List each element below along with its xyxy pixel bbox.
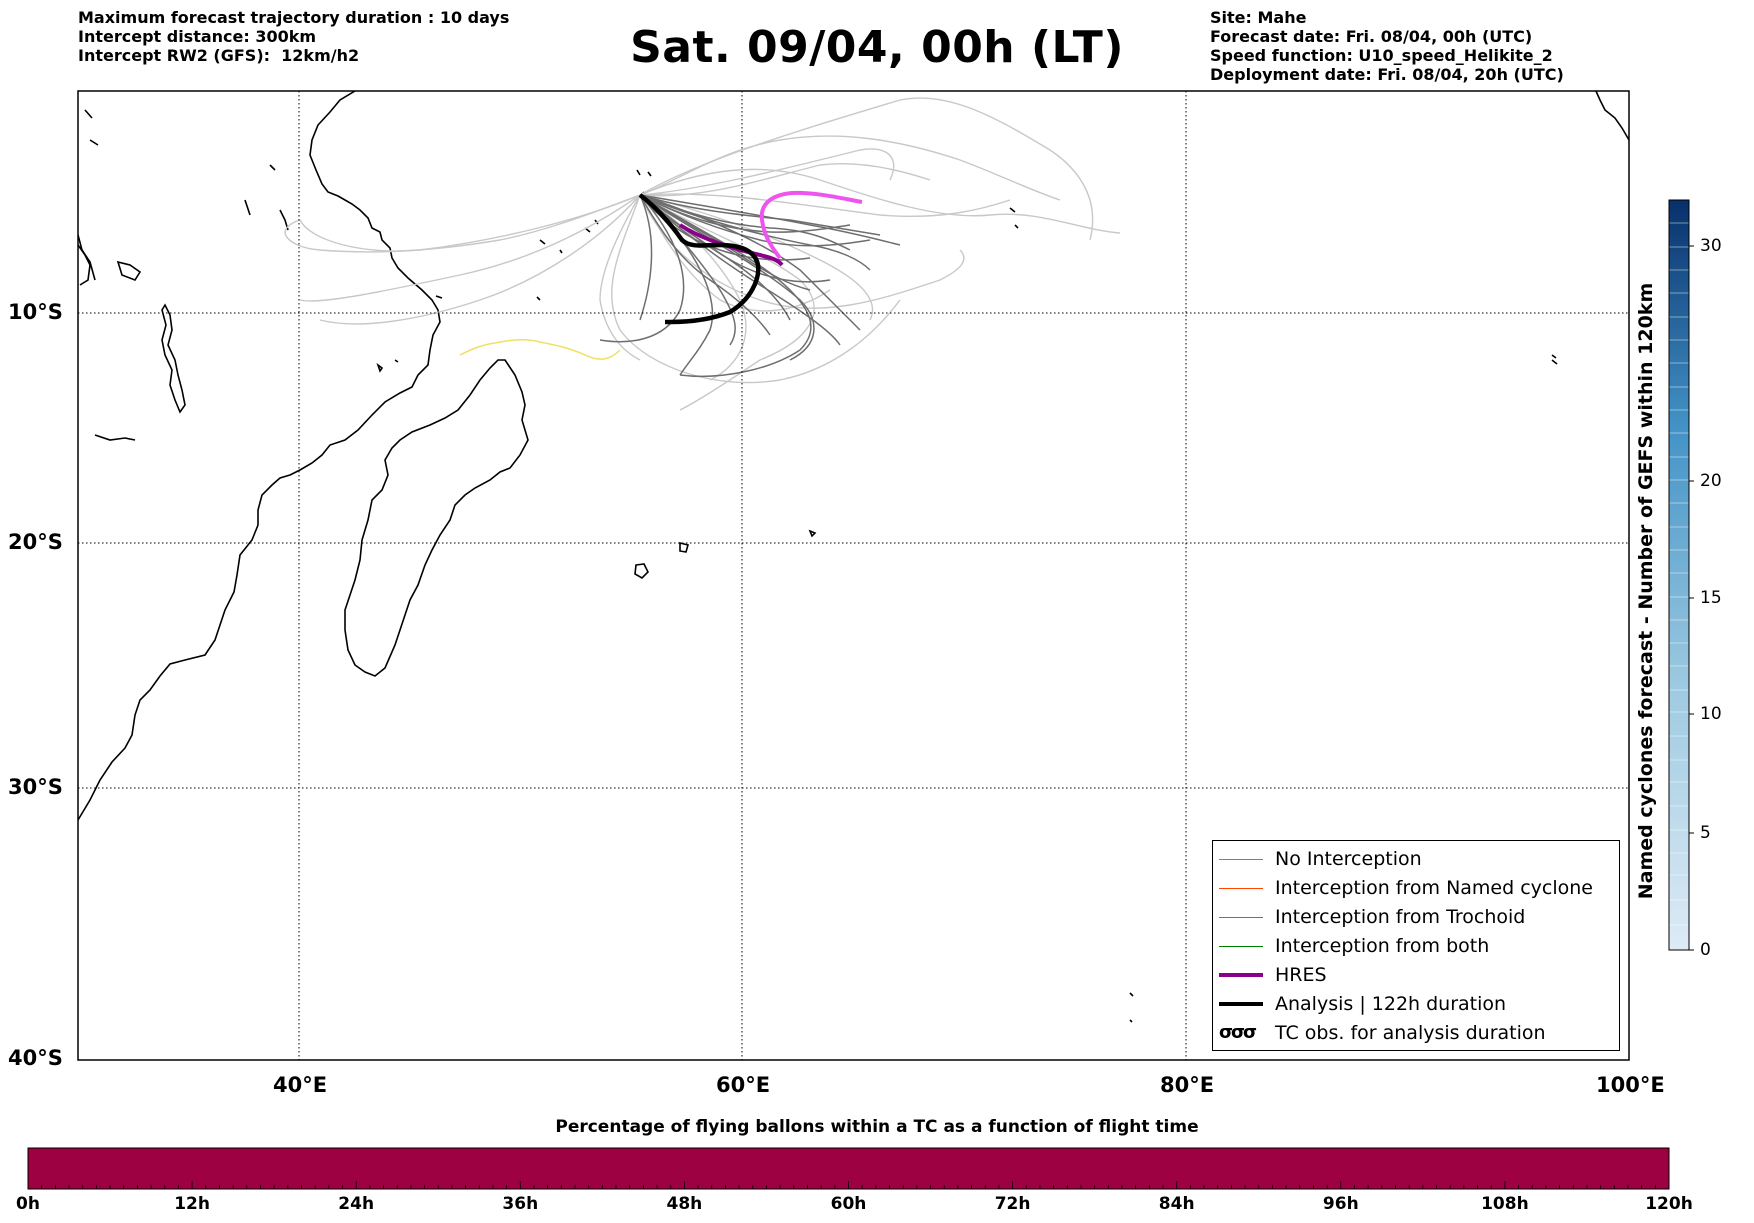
- legend-item-analysis: Analysis | 122h duration: [1213, 991, 1619, 1017]
- colorbar-tick-30: 30: [1700, 236, 1722, 256]
- colorbar-right-label: Named cyclones forecast - Number of GEFS…: [1635, 282, 1657, 900]
- lon-label-40e: 40°E: [273, 1073, 328, 1097]
- hres-track: [759, 190, 863, 260]
- reunion: [634, 563, 649, 579]
- header-deployment-date: Deployment date: Fri. 08/04, 20h (UTC): [1210, 65, 1564, 84]
- time-tick-label: 120h: [1645, 1194, 1693, 1214]
- time-tick-label: 36h: [502, 1194, 539, 1214]
- header-forecast-date: Forecast date: Fri. 08/04, 00h (UTC): [1210, 27, 1533, 46]
- time-tick-label: 72h: [994, 1194, 1031, 1214]
- ensemble-light-trajectories: [284, 97, 1121, 411]
- time-tick-label: 48h: [666, 1194, 703, 1214]
- time-tick-label: 108h: [1481, 1194, 1529, 1214]
- time-tick-label: 0h: [16, 1194, 40, 1214]
- header-site: Site: Mahe: [1210, 8, 1307, 27]
- colorbar-tick-0: 0: [1700, 940, 1711, 960]
- bottom-colorbar-title: Percentage of flying ballons within a TC…: [555, 1117, 1199, 1137]
- legend-item-no-interception: No Interception: [1213, 846, 1619, 872]
- header-intercept-distance: Intercept distance: 300km: [78, 27, 317, 46]
- grid-lines: [78, 91, 1629, 1060]
- main-title: Sat. 09/04, 00h (LT): [630, 22, 1124, 73]
- tc-symbol-icon: σσσ: [1219, 1022, 1257, 1043]
- legend-item-tc-obs: σσσ TC obs. for analysis duration: [1219, 1022, 1546, 1044]
- time-tick-label: 60h: [830, 1194, 867, 1214]
- cocos-islands: [1551, 354, 1558, 365]
- header-speed-function: Speed function: U10_speed_Helikite_2: [1210, 46, 1553, 65]
- africa-coast: [78, 91, 441, 821]
- analysis-track: [638, 193, 761, 325]
- legend-item-trochoid: Interception from Trochoid: [1213, 904, 1619, 930]
- madagascar: [344, 359, 529, 677]
- colorbar-tick-10: 10: [1700, 704, 1722, 724]
- lat-label-10s: 10°S: [8, 300, 63, 324]
- legend: No Interception Interception from Named …: [1212, 840, 1620, 1051]
- hres-track-dark-segment: [678, 223, 784, 267]
- header-right: Site: Mahe Forecast date: Fri. 08/04, 00…: [1210, 8, 1564, 84]
- header-intercept-rw2: Intercept RW2 (GFS): 12km/h2: [78, 46, 360, 65]
- lake-victoria: [116, 260, 142, 281]
- tc-obs-track: [459, 339, 621, 360]
- lat-label-30s: 30°S: [8, 775, 63, 799]
- legend-item-named-cyclone: Interception from Named cyclone: [1213, 875, 1619, 901]
- colorbar-tick-20: 20: [1700, 471, 1722, 491]
- mozambique-islands: [84, 109, 136, 441]
- colorbar-tick-5: 5: [1700, 823, 1711, 843]
- legend-item-both: Interception from both: [1213, 933, 1619, 959]
- mascarene-shoal: [808, 529, 817, 538]
- lon-label-60e: 60°E: [716, 1073, 771, 1097]
- chagos: [1129, 992, 1134, 1023]
- time-tick-label: 12h: [174, 1194, 210, 1214]
- lake-malawi: [161, 303, 186, 414]
- lake-tanganyika: [78, 244, 91, 286]
- sumatra-coast: [1595, 91, 1629, 141]
- header-trajectory-duration: Maximum forecast trajectory duration : 1…: [78, 8, 510, 27]
- time-tick-label: 84h: [1158, 1194, 1195, 1214]
- lat-label-20s: 20°S: [8, 530, 63, 554]
- time-tick-label: 96h: [1322, 1194, 1359, 1214]
- lon-label-100e: 100°E: [1596, 1073, 1665, 1097]
- colorbar-tick-15: 15: [1700, 588, 1722, 608]
- map-frame: [77, 90, 1630, 1061]
- time-tick-label: 24h: [338, 1194, 375, 1214]
- header-left: Maximum forecast trajectory duration : 1…: [78, 8, 509, 65]
- right-colorbar: [1668, 199, 1694, 951]
- bottom-colorbar: [27, 1147, 1670, 1190]
- coastlines: [78, 91, 1629, 1023]
- mauritius: [679, 541, 689, 553]
- lon-label-80e: 80°E: [1160, 1073, 1215, 1097]
- lat-label-40s: 40°S: [8, 1046, 63, 1070]
- comoros: [376, 359, 399, 373]
- legend-item-hres: HRES: [1213, 962, 1619, 988]
